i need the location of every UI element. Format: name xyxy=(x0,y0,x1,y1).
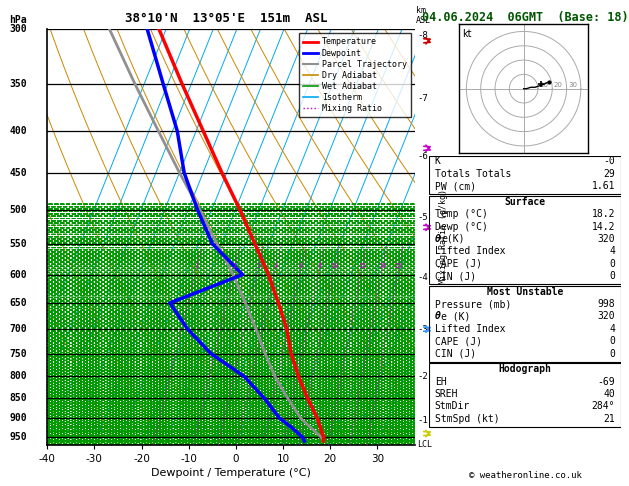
Text: PW (cm): PW (cm) xyxy=(435,181,476,191)
Text: CIN (J): CIN (J) xyxy=(435,271,476,281)
Text: Lifted Index: Lifted Index xyxy=(435,324,505,334)
Text: 650: 650 xyxy=(9,298,27,308)
Text: 04.06.2024  06GMT  (Base: 18): 04.06.2024 06GMT (Base: 18) xyxy=(422,11,628,24)
Text: 850: 850 xyxy=(9,393,27,403)
Text: 6: 6 xyxy=(299,262,303,269)
Text: 0: 0 xyxy=(610,336,615,346)
Text: SREH: SREH xyxy=(435,389,459,399)
Text: 998: 998 xyxy=(598,299,615,309)
Text: 4: 4 xyxy=(610,246,615,256)
Text: 300: 300 xyxy=(9,24,27,34)
Text: Hodograph: Hodograph xyxy=(498,364,552,374)
Text: 600: 600 xyxy=(9,270,27,279)
Text: 10: 10 xyxy=(540,82,548,88)
Text: Dewp (°C): Dewp (°C) xyxy=(435,222,487,231)
Text: 20: 20 xyxy=(378,262,387,269)
Text: Most Unstable: Most Unstable xyxy=(487,287,563,296)
Text: CAPE (J): CAPE (J) xyxy=(435,259,482,269)
Text: 550: 550 xyxy=(9,239,27,249)
Text: 14.2: 14.2 xyxy=(591,222,615,231)
Text: e (K): e (K) xyxy=(442,312,471,321)
Text: 4: 4 xyxy=(610,324,615,334)
Text: -7: -7 xyxy=(417,94,428,103)
Text: 750: 750 xyxy=(9,348,27,359)
Text: 1.61: 1.61 xyxy=(591,181,615,191)
Text: Lifted Index: Lifted Index xyxy=(435,246,505,256)
Bar xyxy=(429,156,621,194)
Text: 29: 29 xyxy=(603,169,615,179)
Text: -5: -5 xyxy=(417,212,428,222)
Text: 21: 21 xyxy=(603,414,615,424)
Text: θ: θ xyxy=(435,312,440,321)
Text: Totals Totals: Totals Totals xyxy=(435,169,511,179)
Text: 30: 30 xyxy=(568,82,577,88)
Text: 0: 0 xyxy=(610,259,615,269)
Text: 950: 950 xyxy=(9,433,27,442)
Text: 15: 15 xyxy=(358,262,367,269)
Text: 4: 4 xyxy=(274,262,278,269)
Text: EH: EH xyxy=(435,377,447,386)
Bar xyxy=(429,286,621,362)
Text: 350: 350 xyxy=(9,79,27,89)
Text: Mixing Ratio (g/kg): Mixing Ratio (g/kg) xyxy=(439,190,448,284)
Text: 20: 20 xyxy=(554,82,562,88)
Text: 1: 1 xyxy=(194,262,199,269)
Text: 900: 900 xyxy=(9,413,27,423)
Text: 40: 40 xyxy=(603,389,615,399)
Text: Pressure (mb): Pressure (mb) xyxy=(435,299,511,309)
Text: K: K xyxy=(435,156,440,167)
Text: -0: -0 xyxy=(603,156,615,167)
Text: -8: -8 xyxy=(417,31,428,39)
Text: km
ASL: km ASL xyxy=(416,6,431,25)
Text: -2: -2 xyxy=(417,372,428,381)
Text: hPa: hPa xyxy=(9,15,27,25)
Text: 8: 8 xyxy=(318,262,322,269)
Text: -6: -6 xyxy=(417,152,428,161)
Text: 25: 25 xyxy=(394,262,403,269)
Text: CIN (J): CIN (J) xyxy=(435,348,476,359)
Text: 320: 320 xyxy=(598,234,615,244)
Bar xyxy=(429,196,621,284)
Text: 284°: 284° xyxy=(591,401,615,411)
Text: Temp (°C): Temp (°C) xyxy=(435,209,487,219)
Text: StmDir: StmDir xyxy=(435,401,470,411)
Text: 450: 450 xyxy=(9,168,27,178)
Text: Surface: Surface xyxy=(504,197,545,207)
Text: -1: -1 xyxy=(417,416,428,425)
Text: -69: -69 xyxy=(598,377,615,386)
Text: StmSpd (kt): StmSpd (kt) xyxy=(435,414,499,424)
Text: 400: 400 xyxy=(9,126,27,136)
Text: 320: 320 xyxy=(598,312,615,321)
Text: 500: 500 xyxy=(9,205,27,215)
Text: 0: 0 xyxy=(610,271,615,281)
X-axis label: Dewpoint / Temperature (°C): Dewpoint / Temperature (°C) xyxy=(151,468,311,478)
Text: LCL: LCL xyxy=(417,440,432,449)
Text: 800: 800 xyxy=(9,371,27,382)
Text: 0: 0 xyxy=(610,348,615,359)
Text: CAPE (J): CAPE (J) xyxy=(435,336,482,346)
Text: 38°10'N  13°05'E  151m  ASL: 38°10'N 13°05'E 151m ASL xyxy=(125,12,328,25)
Bar xyxy=(429,363,621,427)
Legend: Temperature, Dewpoint, Parcel Trajectory, Dry Adiabat, Wet Adiabat, Isotherm, Mi: Temperature, Dewpoint, Parcel Trajectory… xyxy=(299,34,411,117)
Text: -4: -4 xyxy=(417,273,428,282)
Text: © weatheronline.co.uk: © weatheronline.co.uk xyxy=(469,470,582,480)
Text: kt: kt xyxy=(462,30,471,39)
Text: 3: 3 xyxy=(256,262,260,269)
Text: 18.2: 18.2 xyxy=(591,209,615,219)
Text: 700: 700 xyxy=(9,324,27,334)
Text: 2: 2 xyxy=(233,262,237,269)
Text: 10: 10 xyxy=(330,262,338,269)
Text: θ: θ xyxy=(435,234,440,244)
Text: -3: -3 xyxy=(417,325,428,334)
Text: e(K): e(K) xyxy=(442,234,465,244)
